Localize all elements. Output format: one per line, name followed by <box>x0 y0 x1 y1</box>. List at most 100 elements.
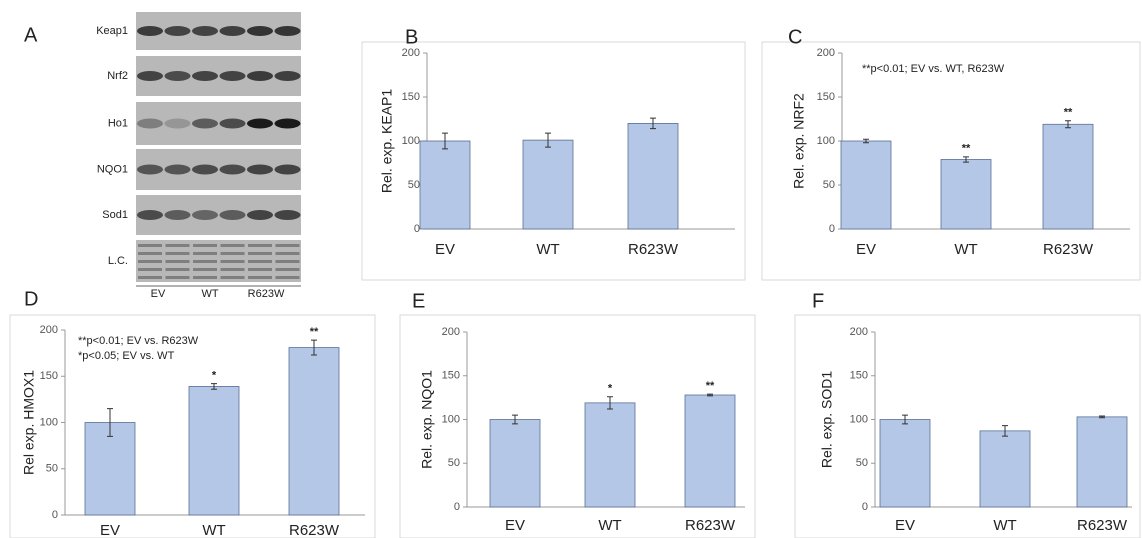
lane-label: WT <box>201 288 218 300</box>
y-axis-label: Rel. exp. NRF2 <box>791 93 807 189</box>
blot-band <box>165 210 191 220</box>
blot-band <box>193 252 217 255</box>
y-tick-label: 150 <box>442 370 460 382</box>
blot-band <box>192 165 218 175</box>
blot-band <box>193 260 217 263</box>
x-tick-label: WT <box>954 241 977 258</box>
blot-label: Keap1 <box>96 25 128 37</box>
y-axis-label: Rel. exp. NQO1 <box>419 370 435 469</box>
significance: ** <box>1064 107 1073 119</box>
blot-band <box>247 165 273 175</box>
blot-band <box>137 71 163 81</box>
blot-band <box>247 26 273 36</box>
blot-band <box>166 260 190 263</box>
blot-band <box>220 71 246 81</box>
x-tick-label: EV <box>505 517 525 534</box>
bar <box>941 159 991 229</box>
y-tick-label: 200 <box>817 47 835 59</box>
x-tick-label: R623W <box>1077 517 1128 534</box>
blot-band <box>192 26 218 36</box>
x-tick-label: R623W <box>685 517 736 534</box>
blot-band <box>248 260 272 263</box>
blot-band <box>220 210 246 220</box>
panel-letter: B <box>405 26 418 48</box>
y-tick-label: 50 <box>856 457 868 469</box>
x-tick-label: R623W <box>289 522 340 538</box>
x-tick-label: WT <box>202 522 225 538</box>
blot-band <box>193 244 217 247</box>
blot-band <box>248 268 272 271</box>
blot-band <box>166 268 190 271</box>
blot-band <box>193 276 217 279</box>
bar <box>980 431 1030 507</box>
blot-band <box>276 244 300 247</box>
blot-band <box>248 276 272 279</box>
x-tick-label: R623W <box>1043 241 1094 258</box>
x-tick-label: EV <box>895 517 915 534</box>
lane-label: EV <box>151 288 166 300</box>
y-tick-label: 0 <box>829 223 835 235</box>
bar <box>1077 417 1127 507</box>
y-tick-label: 200 <box>850 326 868 338</box>
y-tick-label: 150 <box>40 370 58 382</box>
x-tick-label: R623W <box>628 241 679 258</box>
blot-band <box>193 268 217 271</box>
x-tick-label: WT <box>536 241 559 258</box>
blot-label: Ho1 <box>108 117 128 129</box>
y-tick-label: 50 <box>823 179 835 191</box>
y-tick-label: 0 <box>414 223 420 235</box>
annotation: **p<0.01; EV vs. WT, R623W <box>862 63 1005 75</box>
blot-band <box>247 119 273 129</box>
blot-band <box>138 260 162 263</box>
panel-letter: C <box>788 26 802 48</box>
blot-band <box>165 71 191 81</box>
blot-band <box>275 119 301 129</box>
x-tick-label: EV <box>856 241 876 258</box>
blot-label: L.C. <box>108 255 128 267</box>
y-tick-label: 150 <box>850 370 868 382</box>
blot-label: Sod1 <box>102 209 128 221</box>
blot-band <box>138 244 162 247</box>
y-tick-label: 100 <box>40 416 58 428</box>
blot-band <box>248 252 272 255</box>
x-tick-label: WT <box>993 517 1016 534</box>
bar <box>628 123 678 229</box>
significance: ** <box>310 326 319 338</box>
bar <box>189 386 239 515</box>
blot-band <box>138 252 162 255</box>
y-tick-label: 50 <box>408 179 420 191</box>
significance: * <box>608 383 613 395</box>
y-tick-label: 50 <box>46 463 58 475</box>
y-axis-label: Rel. exp. SOD1 <box>819 371 835 468</box>
blot-band <box>276 276 300 279</box>
y-tick-label: 100 <box>817 135 835 147</box>
blot-band <box>165 26 191 36</box>
blot-band <box>221 244 245 247</box>
panel-letter: E <box>412 290 425 312</box>
x-tick-label: EV <box>435 241 455 258</box>
bar <box>585 403 635 507</box>
bar <box>490 420 540 508</box>
y-axis-label: Rel exp. HMOX1 <box>21 370 37 475</box>
y-tick-label: 100 <box>850 413 868 425</box>
blot-band <box>221 252 245 255</box>
blot-band <box>276 260 300 263</box>
blot-band <box>166 244 190 247</box>
blot-label: Nrf2 <box>107 70 128 82</box>
bar <box>841 141 891 229</box>
panel-letter: D <box>24 288 38 310</box>
panel-letter: A <box>24 24 38 46</box>
y-tick-label: 100 <box>442 413 460 425</box>
blot-band <box>221 268 245 271</box>
y-tick-label: 50 <box>448 457 460 469</box>
blot-band <box>138 268 162 271</box>
significance: ** <box>706 380 715 392</box>
blot-band <box>276 252 300 255</box>
blot-label: NQO1 <box>97 163 128 175</box>
blot-band <box>166 252 190 255</box>
lane-label: R623W <box>248 288 285 300</box>
x-tick-label: WT <box>598 517 621 534</box>
blot-band <box>248 244 272 247</box>
blot-band <box>220 119 246 129</box>
blot-band <box>137 165 163 175</box>
